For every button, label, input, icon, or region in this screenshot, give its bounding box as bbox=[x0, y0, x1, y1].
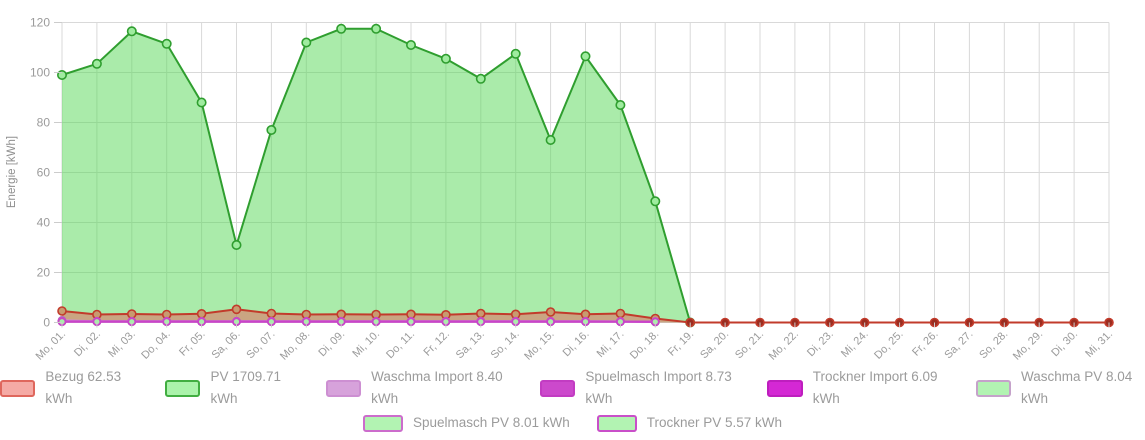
series-layer bbox=[56, 23, 1114, 328]
y-tick-label: 60 bbox=[37, 166, 51, 180]
legend-item[interactable]: Trockner Import 6.09 kWh bbox=[767, 366, 948, 410]
legend-item[interactable]: Trockner PV 5.57 kWh bbox=[596, 412, 783, 434]
x-tick-label: Mo, 08. bbox=[278, 328, 312, 362]
x-tick-label: Mi, 10. bbox=[350, 328, 382, 360]
series-pv-point[interactable] bbox=[475, 73, 486, 84]
x-tick-label: Mi, 31. bbox=[1083, 328, 1115, 360]
legend-item[interactable]: Spuelmasch PV 8.01 kWh bbox=[362, 412, 570, 434]
series-bezug-point[interactable] bbox=[57, 306, 67, 316]
legend-label: PV 1709.71 kWh bbox=[210, 369, 282, 406]
series-pv-point[interactable] bbox=[371, 23, 382, 34]
legend-label: Waschma Import 8.40 kWh bbox=[371, 369, 503, 406]
x-tick-label: Do, 11. bbox=[384, 328, 417, 361]
x-tick-label: Sa, 27. bbox=[942, 328, 975, 361]
legend-swatch-icon bbox=[539, 379, 576, 397]
legend-label: Spuelmasch PV 8.01 kWh bbox=[412, 415, 570, 430]
series-pv-point[interactable] bbox=[650, 196, 661, 207]
series-bezug-point[interactable] bbox=[196, 308, 207, 319]
x-tick-label: Fr, 19. bbox=[666, 328, 697, 359]
x-tick-label: Sa, 06. bbox=[209, 328, 242, 361]
x-tick-label: Mi, 17. bbox=[595, 328, 627, 360]
x-tick-label: Di, 23. bbox=[805, 328, 836, 359]
x-tick-label: Fr, 05. bbox=[177, 328, 208, 359]
y-tick-label: 100 bbox=[30, 66, 50, 80]
legend-swatch-icon bbox=[0, 379, 36, 397]
series-bezug-point[interactable] bbox=[266, 308, 277, 319]
x-tick-label: So, 07. bbox=[244, 328, 277, 361]
series-pv-point[interactable] bbox=[405, 39, 416, 50]
x-tick-label: Sa, 20. bbox=[698, 328, 731, 361]
x-tick-label: Fr, 12. bbox=[421, 328, 452, 359]
x-tick-label: Di, 16. bbox=[561, 328, 592, 359]
x-tick-label: Mi, 03. bbox=[106, 328, 138, 360]
x-tick-label: So, 21. bbox=[733, 328, 766, 361]
series-bezug-point[interactable] bbox=[231, 304, 242, 315]
x-tick-label: Di, 02. bbox=[72, 328, 103, 359]
legend-item[interactable]: Waschma PV 8.04 kWh bbox=[975, 366, 1145, 410]
legend-swatch-icon bbox=[325, 379, 362, 397]
series-bezug-point[interactable] bbox=[127, 309, 137, 319]
x-tick-label: Mo, 22. bbox=[767, 328, 801, 362]
x-tick-label: Mo, 15. bbox=[522, 328, 556, 362]
legend-label: Trockner PV 5.57 kWh bbox=[646, 415, 783, 430]
legend-label: Waschma PV 8.04 kWh bbox=[1021, 369, 1133, 406]
series-pv-point[interactable] bbox=[161, 38, 172, 49]
series-pv-point[interactable] bbox=[266, 125, 277, 136]
x-tick-label: Do, 18. bbox=[628, 328, 662, 362]
legend-row-2: Spuelmasch PV 8.01 kWh Trockner PV 5.57 k… bbox=[362, 412, 783, 434]
x-tick-label: Sa, 13. bbox=[454, 328, 487, 361]
x-tick-label: So, 28. bbox=[977, 328, 1010, 361]
x-tick-label: Mo, 01. bbox=[34, 328, 68, 362]
y-axis-title: Energie [kWh] bbox=[6, 136, 18, 208]
x-tick-label: Do, 25. bbox=[872, 328, 906, 362]
y-tick-label: 20 bbox=[37, 266, 51, 280]
legend-label: Bezug 62.53 kWh bbox=[45, 369, 122, 406]
series-pv-point[interactable] bbox=[231, 240, 242, 251]
legend-swatch-icon bbox=[596, 414, 637, 432]
series-pv-point[interactable] bbox=[580, 51, 591, 62]
x-tick-label: Mo, 29. bbox=[1011, 328, 1045, 362]
legend-swatch-icon bbox=[975, 379, 1011, 397]
series-pv-point[interactable] bbox=[545, 135, 556, 146]
legend-item[interactable]: Spuelmasch Import 8.73 kWh bbox=[539, 366, 740, 410]
legend-item[interactable]: Bezug 62.53 kWh bbox=[0, 366, 138, 410]
legend-item[interactable]: Waschma Import 8.40 kWh bbox=[325, 366, 513, 410]
series-bezug-point[interactable] bbox=[615, 308, 626, 319]
legend-row-1: Bezug 62.53 kWh PV 1709.71 kWh Waschma Imp… bbox=[0, 366, 1145, 410]
x-tick-label: Mi, 24. bbox=[839, 328, 871, 360]
series-pv-point[interactable] bbox=[126, 26, 137, 37]
series-pv-point[interactable] bbox=[301, 37, 312, 48]
series-bezug-point[interactable] bbox=[545, 307, 556, 317]
y-tick-label: 40 bbox=[37, 216, 51, 230]
legend-swatch-icon bbox=[767, 379, 803, 397]
chart-legend: Bezug 62.53 kWh PV 1709.71 kWh Waschma Imp… bbox=[0, 366, 1145, 434]
series-pv-point[interactable] bbox=[196, 97, 207, 108]
series-pv-point[interactable] bbox=[440, 53, 451, 64]
series-pv-point[interactable] bbox=[91, 58, 102, 69]
x-tick-label: Di, 30. bbox=[1049, 328, 1080, 359]
x-tick-label: So, 14. bbox=[489, 328, 522, 361]
series-bezug-point[interactable] bbox=[475, 308, 486, 319]
series-pv-point[interactable] bbox=[615, 100, 626, 111]
x-tick-label: Fr, 26. bbox=[910, 328, 941, 359]
legend-label: Trockner Import 6.09 kWh bbox=[812, 369, 938, 406]
series-pv-area bbox=[62, 28, 691, 323]
legend-label: Spuelmasch Import 8.73 kWh bbox=[585, 369, 732, 406]
series-pv-point[interactable] bbox=[336, 23, 347, 34]
y-tick-label: 0 bbox=[43, 316, 50, 330]
x-tick-label: Do, 04. bbox=[139, 328, 173, 362]
y-tick-label: 80 bbox=[37, 116, 51, 130]
x-tick-label: Di, 09. bbox=[316, 328, 347, 359]
series-pv-point[interactable] bbox=[510, 48, 521, 59]
legend-swatch-icon bbox=[362, 414, 403, 432]
legend-item[interactable]: PV 1709.71 kWh bbox=[165, 366, 298, 410]
legend-swatch-icon bbox=[165, 379, 201, 397]
y-tick-label: 120 bbox=[30, 16, 50, 30]
